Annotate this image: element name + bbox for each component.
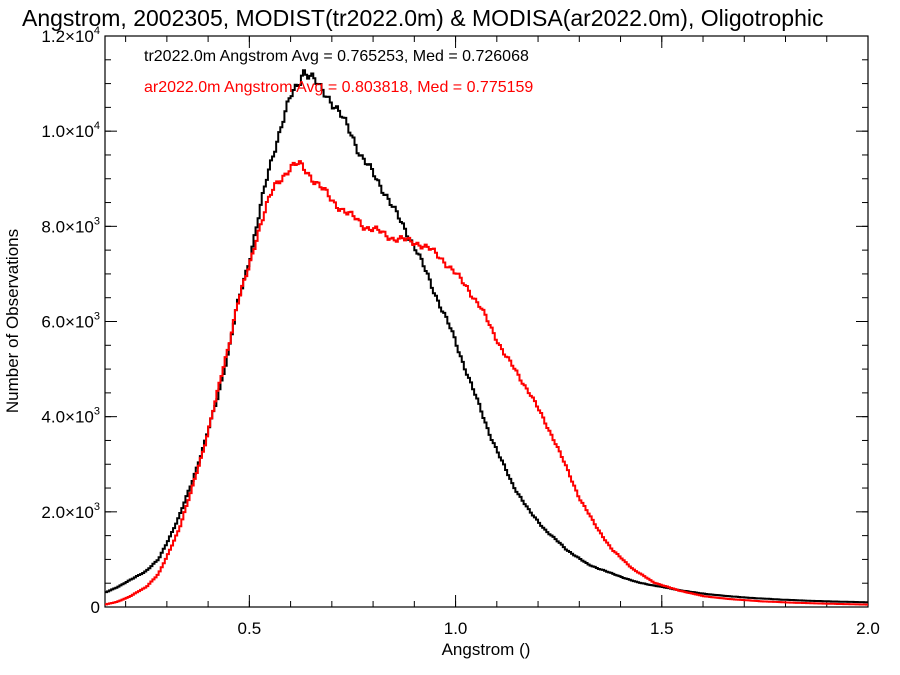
series-ar2022-histogram	[105, 160, 868, 606]
x-tick-label: 0.5	[238, 619, 262, 638]
x-axis-ticks: 0.5 1.0 1.5 2.0	[125, 36, 880, 638]
y-tick-label-exponent: 4	[94, 25, 100, 37]
series-group	[105, 69, 868, 606]
x-tick-label: 2.0	[856, 619, 880, 638]
chart-title: Angstrom, 2002305, MODIST(tr2022.0m) & M…	[22, 5, 823, 31]
y-tick-label-mantissa: 2.0×10	[41, 503, 93, 522]
x-tick-label: 1.0	[444, 619, 468, 638]
y-tick-label-mantissa: 6.0×10	[41, 313, 93, 332]
y-tick-label: 2.0×103	[41, 501, 100, 522]
series-tr2022-histogram	[105, 69, 868, 604]
y-tick-label-exponent: 4	[94, 120, 100, 132]
y-axis-label: Number of Observations	[3, 229, 22, 413]
x-tick-label: 1.5	[650, 619, 674, 638]
y-tick-label: 8.0×103	[41, 215, 100, 236]
y-tick-label-mantissa: 8.0×10	[41, 217, 93, 236]
y-tick-label: 1.2×104	[41, 25, 100, 46]
legend-entry-tr2022: tr2022.0m Angstrom Avg = 0.765253, Med =…	[144, 48, 529, 65]
y-tick-label-mantissa: 0	[91, 598, 100, 617]
legend-entry-ar2022: ar2022.0m Angstrom Avg = 0.803818, Med =…	[144, 79, 533, 96]
y-tick-label-mantissa: 4.0×10	[41, 408, 93, 427]
y-tick-label-mantissa: 1.0×10	[41, 122, 93, 141]
y-tick-label: 0	[91, 598, 100, 617]
y-tick-label-exponent: 3	[94, 311, 100, 323]
y-tick-label-mantissa: 1.2×10	[41, 27, 93, 46]
y-tick-label: 1.0×104	[41, 120, 100, 141]
y-tick-label: 4.0×103	[41, 406, 100, 427]
y-tick-label: 6.0×103	[41, 311, 100, 332]
y-axis-ticks: 02.0×1034.0×1036.0×1038.0×1031.0×1041.2×…	[41, 25, 868, 617]
y-tick-label-exponent: 3	[94, 215, 100, 227]
x-axis-label: Angstrom ()	[442, 640, 531, 659]
y-tick-label-exponent: 3	[94, 406, 100, 418]
y-tick-label-exponent: 3	[94, 501, 100, 513]
